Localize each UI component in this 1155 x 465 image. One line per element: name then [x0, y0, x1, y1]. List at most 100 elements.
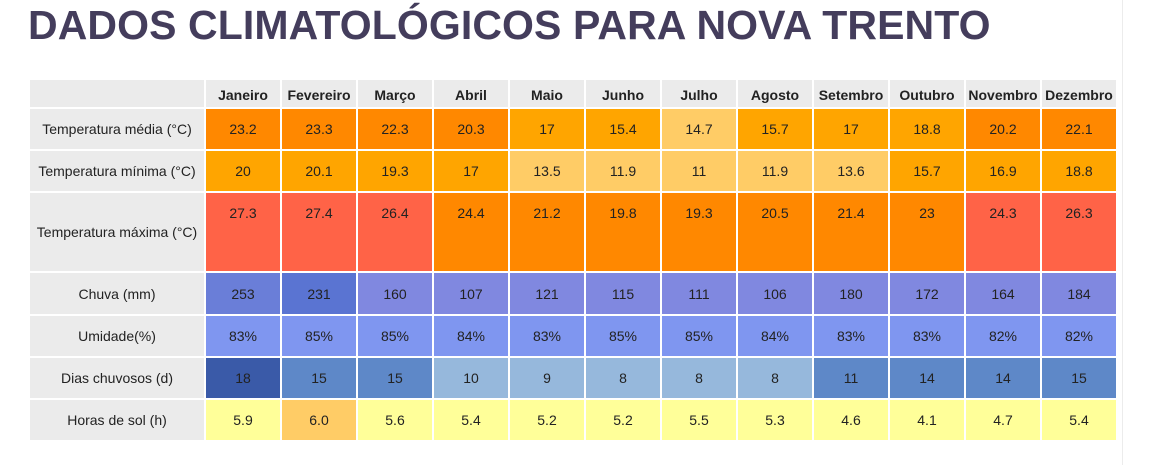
- data-cell: 85%: [584, 313, 662, 358]
- data-cell: 15: [1040, 355, 1118, 400]
- table-row-dias-chuvosos: Dias chuvosos (d) 18 15 15 10 9 8 8 8 11…: [28, 355, 1118, 400]
- data-cell: 164: [964, 271, 1042, 316]
- table-row-umidade: Umidade(%) 83% 85% 85% 84% 83% 85% 85% 8…: [28, 313, 1118, 358]
- data-cell: 111: [660, 271, 738, 316]
- table-row-chuva: Chuva (mm) 253 231 160 107 121 115 111 1…: [28, 271, 1118, 316]
- data-cell: 8: [584, 355, 662, 400]
- table-header-row: Janeiro Fevereiro Março Abril Maio Junho…: [28, 78, 1118, 109]
- data-cell: 22.1: [1040, 106, 1118, 152]
- data-cell: 83%: [204, 313, 282, 358]
- data-cell: 11.9: [736, 149, 814, 194]
- month-header: Junho: [584, 78, 662, 109]
- data-cell: 184: [1040, 271, 1118, 316]
- data-cell: 84%: [736, 313, 814, 358]
- data-cell: 22.3: [356, 106, 434, 152]
- data-cell: 26.3: [1040, 191, 1118, 274]
- data-cell: 15.7: [888, 149, 966, 194]
- data-cell: 15.7: [736, 106, 814, 152]
- data-cell: 19.3: [660, 191, 738, 274]
- data-cell: 15.4: [584, 106, 662, 152]
- data-cell: 27.4: [280, 191, 358, 274]
- data-cell: 83%: [508, 313, 586, 358]
- data-cell: 85%: [356, 313, 434, 358]
- data-cell: 172: [888, 271, 966, 316]
- data-cell: 18: [204, 355, 282, 400]
- data-cell: 11: [660, 149, 738, 194]
- data-cell: 4.7: [964, 397, 1042, 443]
- data-cell: 27.3: [204, 191, 282, 274]
- data-cell: 5.2: [508, 397, 586, 443]
- data-cell: 82%: [964, 313, 1042, 358]
- data-cell: 115: [584, 271, 662, 316]
- data-cell: 5.5: [660, 397, 738, 443]
- data-cell: 15: [280, 355, 358, 400]
- table-row-temp-maxima: Temperatura máxima (°C) 27.3 27.4 26.4 2…: [28, 191, 1118, 274]
- data-cell: 20.1: [280, 149, 358, 194]
- data-cell: 8: [736, 355, 814, 400]
- data-cell: 231: [280, 271, 358, 316]
- data-cell: 85%: [660, 313, 738, 358]
- data-cell: 14: [888, 355, 966, 400]
- row-label: Chuva (mm): [28, 271, 206, 316]
- data-cell: 19.8: [584, 191, 662, 274]
- data-cell: 21.4: [812, 191, 890, 274]
- climate-table: Janeiro Fevereiro Março Abril Maio Junho…: [28, 78, 1118, 443]
- data-cell: 18.8: [888, 106, 966, 152]
- data-cell: 253: [204, 271, 282, 316]
- data-cell: 5.4: [1040, 397, 1118, 443]
- data-cell: 4.1: [888, 397, 966, 443]
- month-header: Janeiro: [204, 78, 282, 109]
- data-cell: 6.0: [280, 397, 358, 443]
- data-cell: 18.8: [1040, 149, 1118, 194]
- data-cell: 121: [508, 271, 586, 316]
- data-cell: 5.6: [356, 397, 434, 443]
- data-cell: 107: [432, 271, 510, 316]
- data-cell: 23: [888, 191, 966, 274]
- table-row-temp-minima: Temperatura mínima (°C) 20 20.1 19.3 17 …: [28, 149, 1118, 194]
- data-cell: 26.4: [356, 191, 434, 274]
- month-header: Março: [356, 78, 434, 109]
- data-cell: 21.2: [508, 191, 586, 274]
- data-cell: 17: [812, 106, 890, 152]
- data-cell: 20.3: [432, 106, 510, 152]
- data-cell: 5.4: [432, 397, 510, 443]
- data-cell: 15: [356, 355, 434, 400]
- row-label: Umidade(%): [28, 313, 206, 358]
- month-header: Julho: [660, 78, 738, 109]
- data-cell: 16.9: [964, 149, 1042, 194]
- month-header: Fevereiro: [280, 78, 358, 109]
- data-cell: 24.3: [964, 191, 1042, 274]
- month-header: Novembro: [964, 78, 1042, 109]
- data-cell: 5.2: [584, 397, 662, 443]
- data-cell: 106: [736, 271, 814, 316]
- data-cell: 5.9: [204, 397, 282, 443]
- row-label: Dias chuvosos (d): [28, 355, 206, 400]
- month-header: Setembro: [812, 78, 890, 109]
- data-cell: 9: [508, 355, 586, 400]
- data-cell: 11: [812, 355, 890, 400]
- data-cell: 85%: [280, 313, 358, 358]
- month-header: Maio: [508, 78, 586, 109]
- data-cell: 83%: [888, 313, 966, 358]
- data-cell: 14.7: [660, 106, 738, 152]
- data-cell: 160: [356, 271, 434, 316]
- table-row-horas-de-sol: Horas de sol (h) 5.9 6.0 5.6 5.4 5.2 5.2…: [28, 397, 1118, 443]
- data-cell: 20.2: [964, 106, 1042, 152]
- data-cell: 84%: [432, 313, 510, 358]
- data-cell: 17: [508, 106, 586, 152]
- data-cell: 11.9: [584, 149, 662, 194]
- row-label: Temperatura mínima (°C): [28, 149, 206, 194]
- data-cell: 20.5: [736, 191, 814, 274]
- page-right-border: [1122, 0, 1123, 465]
- data-cell: 4.6: [812, 397, 890, 443]
- data-cell: 20: [204, 149, 282, 194]
- data-cell: 8: [660, 355, 738, 400]
- month-header: Dezembro: [1040, 78, 1118, 109]
- month-header: Abril: [432, 78, 510, 109]
- data-cell: 10: [432, 355, 510, 400]
- header-corner-cell: [28, 78, 206, 109]
- data-cell: 5.3: [736, 397, 814, 443]
- table-row-temp-media: Temperatura média (°C) 23.2 23.3 22.3 20…: [28, 106, 1118, 152]
- data-cell: 13.5: [508, 149, 586, 194]
- data-cell: 180: [812, 271, 890, 316]
